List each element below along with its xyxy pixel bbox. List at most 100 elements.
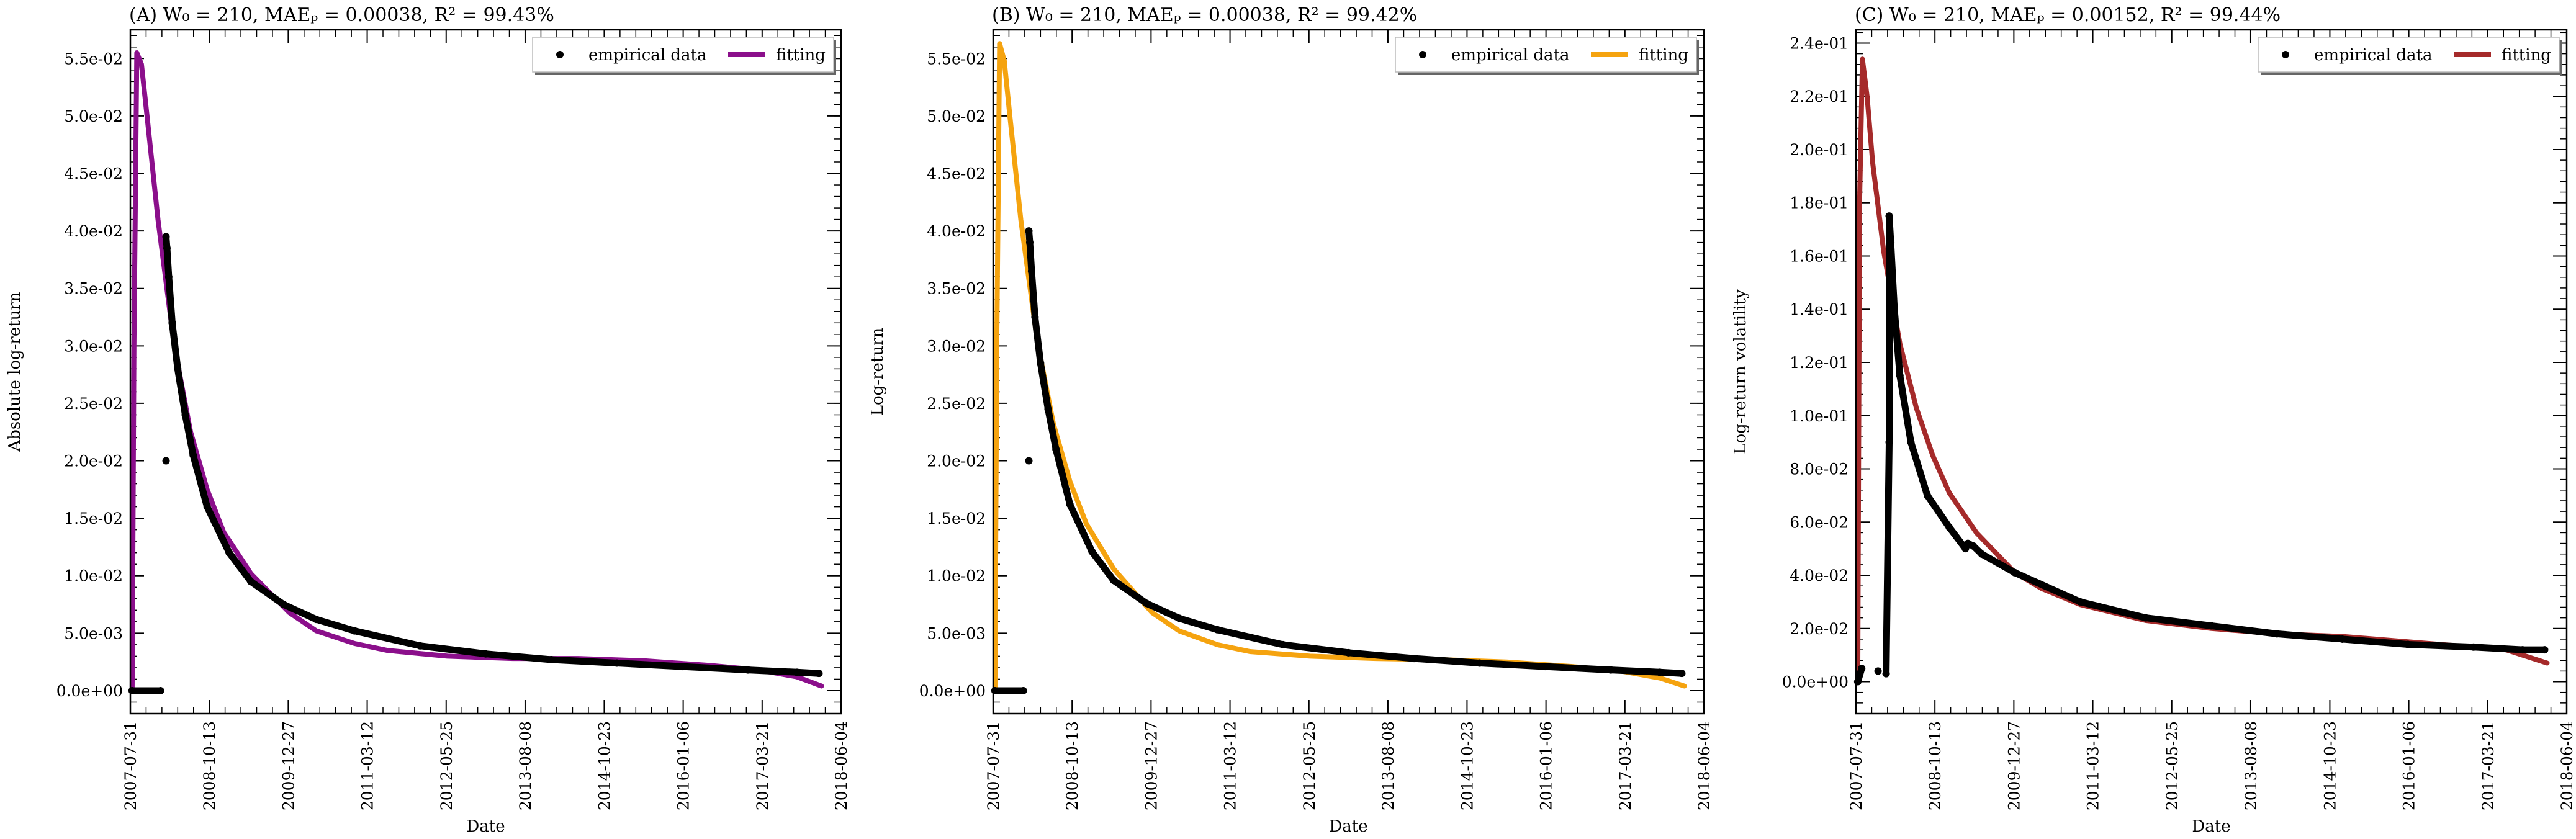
y-tick-label: 5.0e-02 — [64, 107, 123, 125]
y-tick-label: 2.2e-01 — [1790, 87, 1849, 105]
y-tick-label: 3.5e-02 — [64, 280, 123, 298]
x-tick-label: 2013-08-08 — [1379, 721, 1397, 810]
y-tick-label: 1.8e-01 — [1790, 194, 1849, 212]
x-tick-label: 2017-03-21 — [2479, 721, 2497, 810]
chart-panel-c: (C) W₀ = 210, MAEₚ = 0.00152, R² = 99.44… — [1731, 4, 2576, 836]
y-tick-label: 5.5e-02 — [927, 50, 986, 68]
x-tick-label: 2009-12-27 — [1142, 721, 1160, 810]
legend-marker-empirical — [556, 51, 564, 58]
x-tick-label: 2014-10-23 — [1458, 721, 1476, 810]
x-axis-label: Date — [1329, 817, 1367, 836]
legend-label-fitting: fitting — [776, 46, 826, 65]
x-tick-label: 2011-03-12 — [1222, 721, 1240, 810]
legend-box — [532, 37, 834, 73]
legend-label-empirical: empirical data — [1451, 46, 1569, 65]
legend-label-fitting: fitting — [1639, 46, 1688, 65]
x-tick-label: 2011-03-12 — [359, 721, 377, 810]
x-tick-label: 2013-08-08 — [516, 721, 534, 810]
y-tick-label: 4.0e-02 — [927, 222, 986, 240]
x-tick-label: 2008-10-13 — [1926, 721, 1944, 810]
y-tick-label: 4.5e-02 — [64, 165, 123, 183]
y-axis-label: Log-return — [868, 327, 887, 416]
y-tick-label: 2.5e-02 — [927, 395, 986, 413]
y-tick-label: 2.5e-02 — [64, 395, 123, 413]
x-tick-label: 2007-07-31 — [1847, 721, 1865, 810]
legend-marker-empirical — [2282, 51, 2289, 58]
empirical-point — [1874, 667, 1882, 675]
y-tick-label: 5.0e-02 — [927, 107, 986, 125]
y-tick-label: 1.5e-02 — [927, 509, 986, 527]
y-tick-label: 1.5e-02 — [64, 509, 123, 527]
y-tick-label: 1.2e-01 — [1790, 354, 1849, 372]
y-tick-label: 1.0e-02 — [64, 567, 123, 585]
empirical-trail — [1883, 212, 2548, 678]
legend-marker-empirical — [1419, 51, 1426, 58]
x-tick-label: 2018-06-04 — [1695, 721, 1713, 810]
y-tick-label: 6.0e-02 — [1790, 513, 1849, 531]
x-tick-label: 2014-10-23 — [2321, 721, 2339, 810]
legend-box — [1395, 37, 1697, 73]
chart-title: (A) W₀ = 210, MAEₚ = 0.00038, R² = 99.43… — [129, 4, 554, 26]
chart-panel-a: (A) W₀ = 210, MAEₚ = 0.00038, R² = 99.43… — [6, 4, 850, 836]
x-tick-label: 2014-10-23 — [595, 721, 613, 810]
fitting-line — [992, 41, 1687, 693]
chart-title: (B) W₀ = 210, MAEₚ = 0.00038, R² = 99.42… — [992, 4, 1417, 26]
y-tick-label: 0.0e+00 — [1782, 673, 1849, 691]
y-tick-label: 1.0e-01 — [1790, 407, 1849, 425]
y-tick-label: 3.5e-02 — [927, 280, 986, 298]
y-tick-label: 1.6e-01 — [1790, 247, 1849, 265]
x-tick-label: 2009-12-27 — [2005, 721, 2023, 810]
x-tick-label: 2007-07-31 — [122, 721, 140, 810]
x-tick-label: 2008-10-13 — [1063, 721, 1081, 810]
x-tick-label: 2018-06-04 — [832, 721, 850, 810]
x-tick-label: 2007-07-31 — [984, 721, 1002, 810]
x-tick-label: 2009-12-27 — [279, 721, 297, 810]
y-axis-label: Absolute log-return — [6, 292, 24, 452]
y-tick-label: 3.0e-02 — [64, 337, 123, 355]
chart-panel-b: (B) W₀ = 210, MAEₚ = 0.00038, R² = 99.42… — [868, 4, 1713, 836]
fitting-line — [1855, 56, 2550, 684]
x-axis-label: Date — [466, 817, 505, 836]
empirical-point — [1025, 457, 1033, 465]
x-tick-label: 2017-03-21 — [1616, 721, 1634, 810]
x-tick-label: 2018-06-04 — [2558, 721, 2576, 810]
y-tick-label: 2.0e-02 — [927, 452, 986, 470]
y-tick-label: 8.0e-02 — [1790, 460, 1849, 478]
y-tick-label: 0.0e+00 — [56, 682, 123, 700]
fitting-line — [129, 50, 824, 693]
empirical-point — [162, 457, 170, 465]
x-tick-label: 2013-08-08 — [2242, 721, 2260, 810]
y-tick-label: 4.0e-02 — [64, 222, 123, 240]
legend-label-fitting: fitting — [2502, 46, 2551, 65]
y-tick-label: 2.0e-01 — [1790, 141, 1849, 159]
y-tick-label: 2.4e-01 — [1790, 34, 1849, 52]
y-tick-label: 2.0e-02 — [1790, 620, 1849, 638]
legend: empirical data fitting — [1395, 37, 1699, 75]
x-tick-label: 2008-10-13 — [200, 721, 218, 810]
y-axis-label: Log-return volatility — [1731, 289, 1750, 454]
plot-frame — [1855, 29, 2568, 715]
x-tick-label: 2016-01-06 — [1538, 721, 1556, 810]
empirical-flat-segment — [1854, 665, 1865, 686]
x-axis-label: Date — [2192, 817, 2230, 836]
x-tick-label: 2011-03-12 — [2084, 721, 2102, 810]
legend-label-empirical: empirical data — [2314, 46, 2432, 65]
y-tick-label: 2.0e-02 — [64, 452, 123, 470]
legend-box — [2258, 37, 2560, 73]
legend: empirical data fitting — [532, 37, 836, 75]
y-tick-label: 3.0e-02 — [927, 337, 986, 355]
y-tick-label: 1.4e-01 — [1790, 300, 1849, 318]
x-tick-label: 2016-01-06 — [675, 721, 693, 810]
x-tick-label: 2017-03-21 — [754, 721, 772, 810]
legend-label-empirical: empirical data — [588, 46, 706, 65]
empirical-trail — [163, 233, 822, 677]
y-tick-label: 5.5e-02 — [64, 50, 123, 68]
chart-title: (C) W₀ = 210, MAEₚ = 0.00152, R² = 99.44… — [1855, 4, 2281, 26]
x-tick-label: 2012-05-25 — [2163, 721, 2181, 810]
y-tick-label: 5.0e-03 — [927, 624, 986, 642]
plot-frame — [129, 29, 842, 715]
y-tick-label: 4.0e-02 — [1790, 567, 1849, 585]
x-tick-label: 2016-01-06 — [2400, 721, 2418, 810]
y-tick-label: 5.0e-03 — [64, 624, 123, 642]
